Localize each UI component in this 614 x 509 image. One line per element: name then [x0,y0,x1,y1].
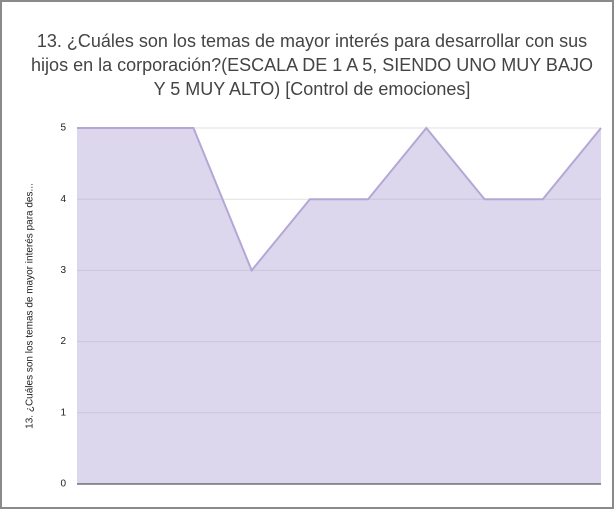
y-tick-label: 2 [60,336,66,347]
y-tick-label: 1 [60,407,66,418]
chart-title: 13. ¿Cuáles son los temas de mayor inter… [37,31,587,51]
y-tick-label: 0 [60,479,66,490]
area-line [77,126,602,273]
y-axis-label: 13. ¿Cuáles son los temas de mayor inter… [25,183,36,429]
y-tick-label: 4 [60,194,66,205]
y-tick-label: 3 [60,265,66,276]
chart-title: hijos en la corporación?(ESCALA DE 1 A 5… [31,55,593,75]
chart-title: Y 5 MUY ALTO) [Control de emociones] [154,79,471,99]
area-fill [77,128,601,484]
y-tick-label: 5 [60,123,66,134]
